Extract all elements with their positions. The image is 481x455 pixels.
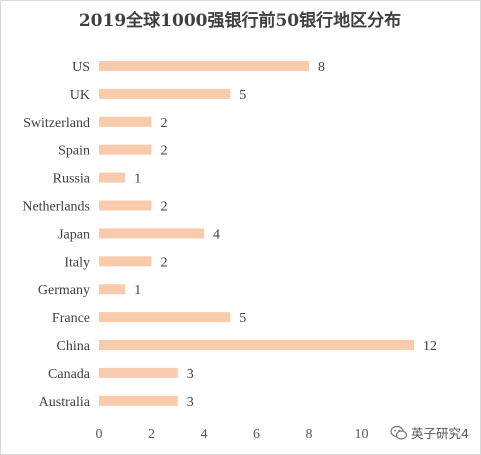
x-tick-label-10: 10 bbox=[355, 427, 369, 442]
data-label-japan: 4 bbox=[213, 227, 220, 242]
data-label-australia: 3 bbox=[187, 395, 194, 410]
bar-uk bbox=[99, 88, 231, 99]
category-label-germany: Germany bbox=[38, 283, 90, 298]
bar-netherlands bbox=[99, 200, 152, 211]
category-label-netherlands: Netherlands bbox=[22, 200, 90, 215]
data-label-italy: 2 bbox=[161, 255, 168, 270]
x-tick-label-0: 0 bbox=[96, 427, 103, 442]
data-label-us: 8 bbox=[318, 60, 325, 75]
bar-japan bbox=[99, 228, 204, 239]
category-label-australia: Australia bbox=[39, 395, 91, 410]
category-label-uk: UK bbox=[70, 88, 90, 103]
category-label-italy: Italy bbox=[64, 255, 90, 270]
x-tick-label-8: 8 bbox=[306, 427, 313, 442]
category-label-spain: Spain bbox=[58, 144, 90, 159]
x-tick-label-2: 2 bbox=[148, 427, 155, 442]
data-label-russia: 1 bbox=[134, 172, 141, 187]
category-label-japan: Japan bbox=[58, 227, 90, 242]
watermark-text: 英子研究4 bbox=[411, 426, 469, 441]
bar-australia bbox=[99, 395, 178, 406]
data-label-france: 5 bbox=[239, 311, 246, 326]
data-label-netherlands: 2 bbox=[161, 200, 168, 215]
plot-area: US 8 UK 5 Switzerland 2 Spain 2 Russia 1 Netherlan… bbox=[22, 60, 437, 442]
bar-russia bbox=[99, 172, 126, 183]
bar-italy bbox=[99, 256, 152, 267]
bar-france bbox=[99, 312, 231, 323]
bar-us bbox=[99, 61, 309, 71]
data-label-china: 12 bbox=[423, 339, 437, 354]
bar-germany bbox=[99, 284, 126, 295]
category-label-canada: Canada bbox=[48, 367, 91, 382]
data-label-switzerland: 2 bbox=[161, 116, 168, 131]
bar-canada bbox=[99, 367, 178, 378]
category-label-switzerland: Switzerland bbox=[23, 116, 90, 131]
bar-spain bbox=[99, 144, 152, 155]
x-tick-label-4: 4 bbox=[201, 427, 208, 442]
category-label-france: France bbox=[52, 311, 90, 326]
data-label-spain: 2 bbox=[161, 144, 168, 159]
bar-switzerland bbox=[99, 116, 152, 127]
chart-title: 2019全球1000强银行前50银行地区分布 bbox=[79, 10, 401, 31]
data-label-uk: 5 bbox=[239, 88, 246, 103]
category-label-china: China bbox=[57, 339, 91, 354]
data-label-canada: 3 bbox=[187, 367, 194, 382]
watermark: 英子研究4 bbox=[390, 423, 469, 442]
category-label-us: US bbox=[72, 60, 90, 75]
wechat-icon bbox=[390, 425, 408, 440]
bar-china bbox=[99, 340, 414, 350]
data-label-germany: 1 bbox=[134, 283, 141, 298]
category-label-russia: Russia bbox=[53, 172, 91, 187]
x-tick-label-6: 6 bbox=[253, 427, 260, 442]
